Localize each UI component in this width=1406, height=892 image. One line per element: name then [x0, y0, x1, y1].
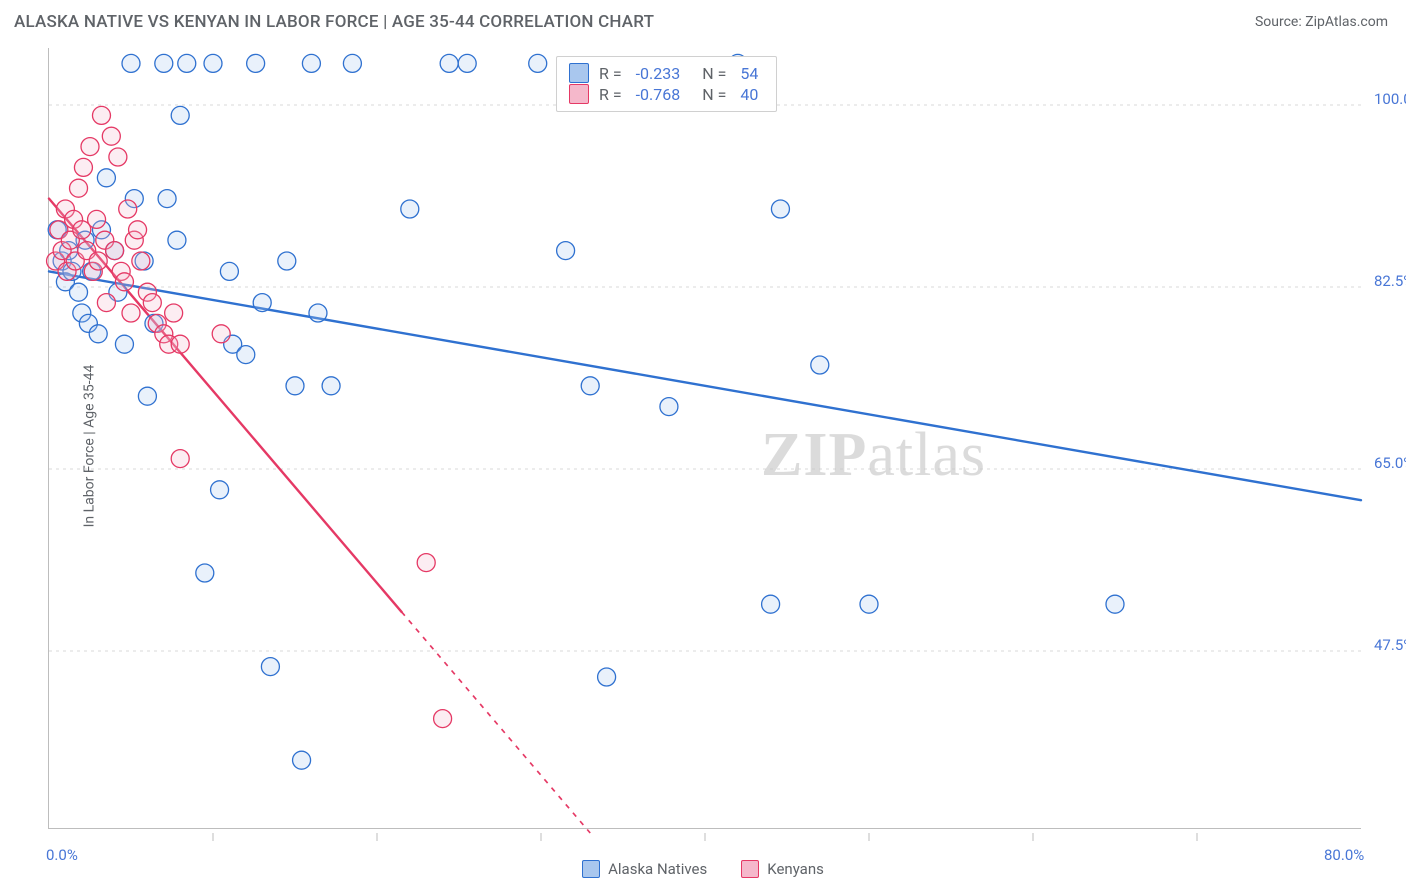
legend-swatch — [582, 860, 600, 878]
y-tick-label: 47.5% — [1374, 636, 1406, 654]
stats-swatch — [569, 84, 589, 104]
source-attribution: Source: ZipAtlas.com — [1255, 14, 1388, 30]
bottom-legend: Alaska Natives Kenyans — [0, 860, 1406, 878]
stats-n-label: N = — [702, 85, 726, 104]
plot-area: ZIPatlas — [48, 48, 1361, 829]
source-prefix: Source: — [1255, 14, 1305, 30]
legend-item: Alaska Natives — [582, 860, 707, 878]
y-tick-label: 65.0% — [1374, 454, 1406, 472]
stats-r-value: -0.233 — [632, 64, 687, 83]
stats-row: R = -0.768 N = 40 — [569, 84, 764, 104]
legend-label: Kenyans — [767, 860, 824, 878]
stats-r-value: -0.768 — [632, 85, 687, 104]
legend-swatch — [741, 860, 759, 878]
stats-r-label: R = — [599, 85, 622, 104]
source-name: ZipAtlas.com — [1305, 14, 1388, 30]
y-tick-label: 100.0% — [1374, 90, 1406, 108]
legend-label: Alaska Natives — [608, 860, 707, 878]
stats-r-label: R = — [599, 64, 622, 83]
stats-n-value: 54 — [736, 64, 764, 83]
legend-item: Kenyans — [741, 860, 824, 878]
chart-svg — [49, 48, 1361, 838]
y-tick-label: 82.5% — [1374, 272, 1406, 290]
stats-n-value: 40 — [736, 85, 764, 104]
chart-title: ALASKA NATIVE VS KENYAN IN LABOR FORCE |… — [14, 12, 654, 32]
stats-swatch — [569, 63, 589, 83]
correlation-stats-box: R = -0.233 N = 54 R = -0.768 N = 40 — [556, 56, 777, 112]
stats-row: R = -0.233 N = 54 — [569, 63, 764, 83]
stats-n-label: N = — [702, 64, 726, 83]
